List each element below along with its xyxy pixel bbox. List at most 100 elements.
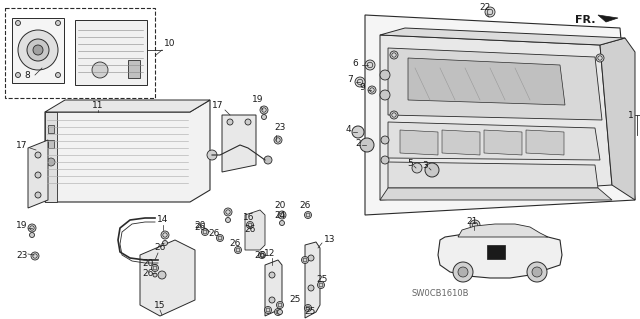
Text: 13: 13	[324, 235, 336, 244]
Bar	[48, 125, 54, 133]
Polygon shape	[458, 224, 548, 237]
Text: 25: 25	[289, 295, 301, 305]
Polygon shape	[388, 122, 600, 160]
Circle shape	[224, 208, 232, 216]
Text: 26: 26	[208, 228, 220, 238]
Circle shape	[458, 267, 468, 277]
Text: 19: 19	[252, 95, 264, 105]
Text: 2: 2	[355, 138, 361, 147]
Circle shape	[532, 267, 542, 277]
Circle shape	[278, 309, 282, 315]
Bar	[12, 18, 64, 83]
Circle shape	[360, 138, 374, 152]
Circle shape	[158, 271, 166, 279]
Polygon shape	[380, 35, 612, 200]
Circle shape	[260, 106, 268, 114]
Text: 21: 21	[467, 218, 477, 226]
Circle shape	[453, 262, 473, 282]
Text: 8: 8	[24, 70, 30, 79]
Text: 15: 15	[154, 300, 166, 309]
Text: 20: 20	[142, 258, 154, 268]
Circle shape	[274, 136, 282, 144]
Text: 25: 25	[304, 308, 316, 316]
Bar	[487, 245, 505, 259]
Polygon shape	[442, 130, 480, 155]
Text: 16: 16	[243, 213, 255, 222]
Bar	[48, 140, 54, 148]
Circle shape	[269, 272, 275, 278]
Circle shape	[470, 220, 480, 230]
Text: 14: 14	[157, 216, 169, 225]
Polygon shape	[600, 38, 635, 200]
Text: 23: 23	[275, 123, 285, 132]
Circle shape	[35, 192, 41, 198]
Circle shape	[15, 72, 20, 78]
Circle shape	[227, 119, 233, 125]
Text: 22: 22	[479, 4, 491, 12]
Circle shape	[163, 241, 168, 246]
Circle shape	[225, 218, 230, 222]
Polygon shape	[400, 130, 438, 155]
Text: 26: 26	[154, 243, 166, 253]
Text: 5: 5	[407, 159, 413, 167]
Polygon shape	[484, 130, 522, 155]
Text: 26: 26	[244, 225, 256, 234]
Polygon shape	[222, 115, 256, 172]
Circle shape	[56, 72, 61, 78]
Circle shape	[425, 163, 439, 177]
Polygon shape	[28, 140, 48, 208]
Polygon shape	[408, 58, 565, 105]
Circle shape	[301, 256, 308, 263]
Circle shape	[152, 264, 159, 271]
Text: 25: 25	[316, 276, 328, 285]
Circle shape	[29, 233, 35, 238]
Circle shape	[527, 262, 547, 282]
Text: 26: 26	[300, 201, 310, 210]
Text: 10: 10	[164, 39, 176, 48]
Circle shape	[380, 90, 390, 100]
Circle shape	[15, 20, 20, 26]
Text: 26: 26	[254, 250, 266, 259]
Circle shape	[31, 252, 39, 260]
Circle shape	[412, 163, 422, 173]
Bar	[45, 112, 57, 202]
Circle shape	[305, 305, 312, 311]
Polygon shape	[526, 130, 564, 155]
Text: 24: 24	[275, 211, 285, 219]
Circle shape	[278, 211, 286, 219]
Text: 7: 7	[347, 76, 353, 85]
Text: SW0CB1610B: SW0CB1610B	[412, 288, 468, 298]
Text: 20: 20	[195, 220, 205, 229]
Circle shape	[35, 172, 41, 178]
Circle shape	[234, 247, 241, 254]
Circle shape	[390, 111, 398, 119]
Text: 26: 26	[195, 222, 205, 232]
Polygon shape	[140, 240, 195, 316]
Polygon shape	[388, 162, 598, 188]
Circle shape	[262, 115, 266, 120]
Polygon shape	[388, 48, 602, 120]
Polygon shape	[380, 188, 612, 200]
Text: 11: 11	[92, 100, 104, 109]
Text: 12: 12	[264, 249, 276, 257]
Circle shape	[365, 60, 375, 70]
Polygon shape	[45, 100, 210, 112]
Circle shape	[308, 255, 314, 261]
Text: 23: 23	[16, 250, 28, 259]
Polygon shape	[305, 242, 320, 318]
Circle shape	[92, 62, 108, 78]
Circle shape	[33, 45, 43, 55]
Circle shape	[308, 285, 314, 291]
Circle shape	[18, 30, 58, 70]
Circle shape	[317, 281, 324, 288]
Text: FR.: FR.	[575, 15, 595, 25]
Polygon shape	[438, 232, 562, 278]
Polygon shape	[45, 100, 210, 202]
Circle shape	[246, 221, 253, 228]
Circle shape	[216, 234, 223, 241]
Circle shape	[245, 119, 251, 125]
Circle shape	[264, 307, 271, 314]
Circle shape	[352, 126, 364, 138]
Circle shape	[485, 7, 495, 17]
Text: 17: 17	[16, 140, 28, 150]
